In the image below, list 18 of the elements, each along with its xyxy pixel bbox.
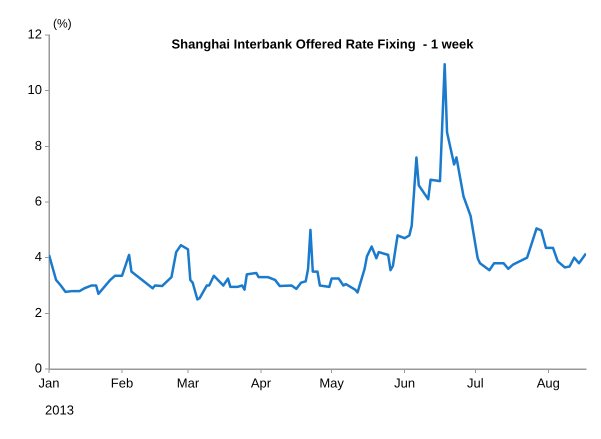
x-tick-label: Feb (110, 375, 134, 390)
y-tick-label: 10 (28, 82, 42, 98)
y-tick-label: 6 (34, 194, 42, 209)
x-tick-label: Apr (250, 375, 272, 390)
x-tick-label: May (319, 375, 344, 390)
x-tick-label: Aug (536, 375, 560, 390)
x-tick-label: Jan (38, 375, 60, 390)
y-tick-label: 0 (34, 360, 42, 376)
x-tick-label: Jul (466, 375, 484, 390)
x-axis-title: 2013 (45, 402, 74, 418)
y-tick-label: 8 (34, 138, 42, 153)
y-tick-label: 4 (34, 249, 42, 264)
y-tick-label: 12 (28, 26, 42, 42)
y-tick-label: 2 (34, 304, 42, 320)
chart-title: Shanghai Interbank Offered Rate Fixing - 1 week (172, 36, 474, 52)
x-tick-label: Mar (176, 375, 200, 390)
x-tick-label: Jun (394, 375, 416, 390)
y-axis-title: (%) (53, 16, 72, 30)
